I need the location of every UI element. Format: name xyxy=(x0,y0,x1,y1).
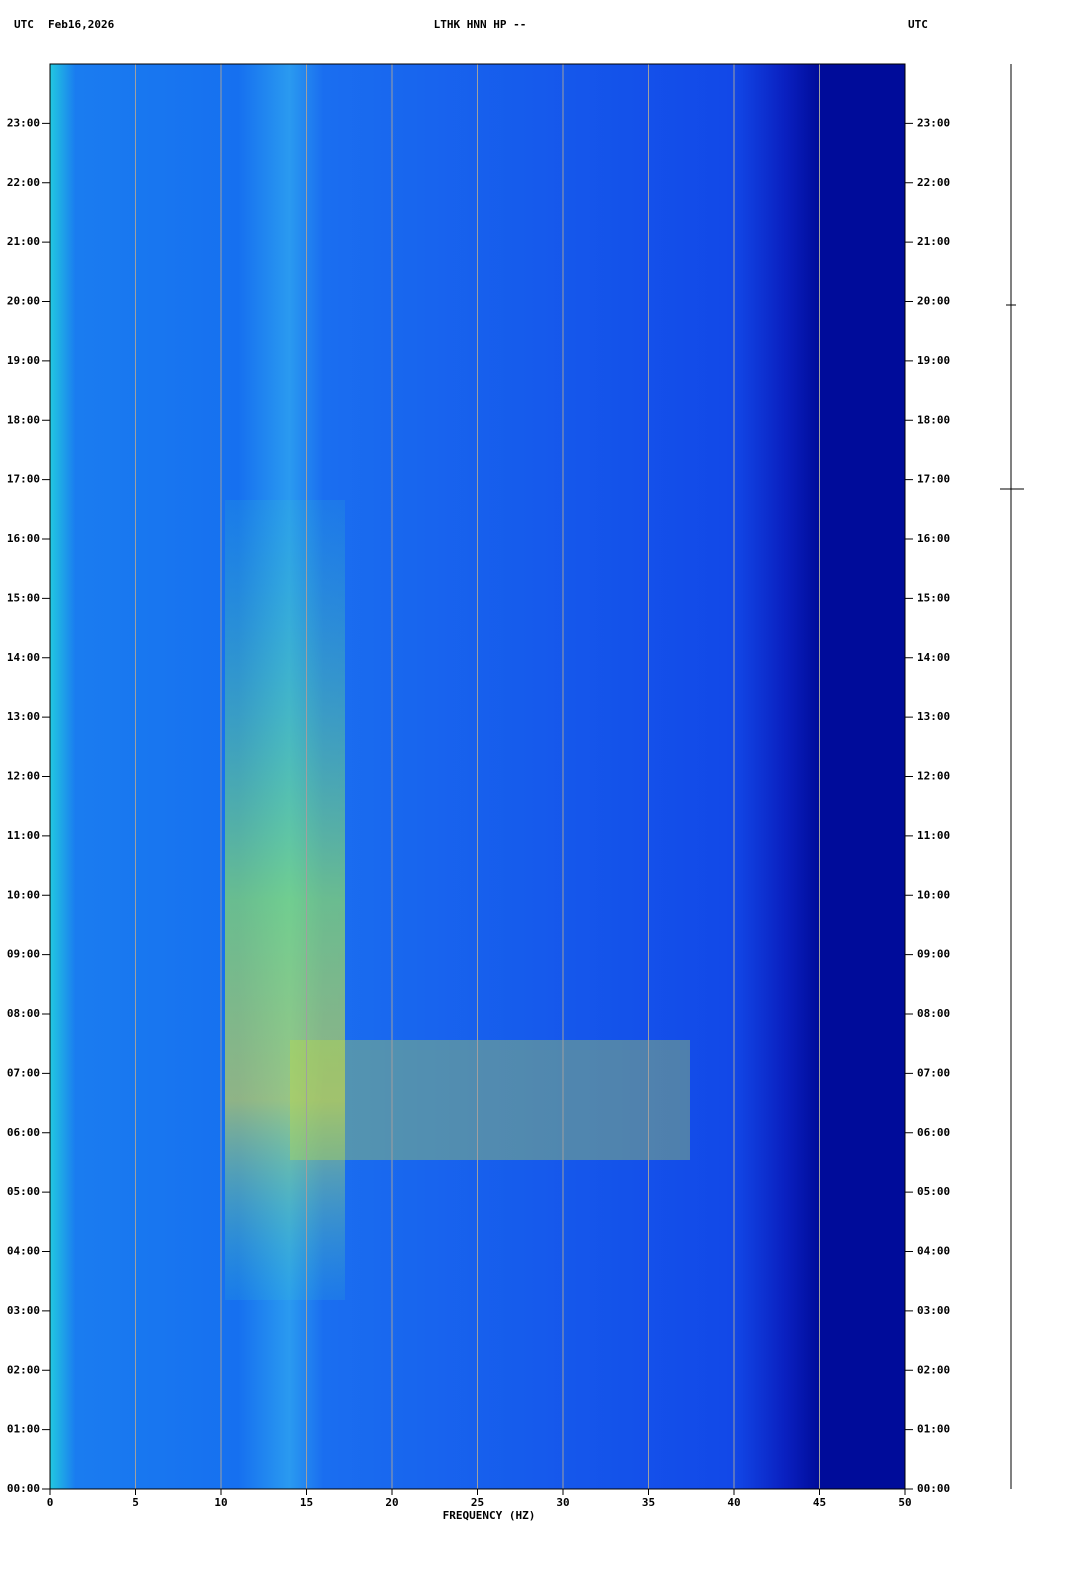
x-tick-label: 25 xyxy=(471,1496,484,1509)
y-tick-label: 11:00 xyxy=(7,829,40,842)
y-tick-label: 23:00 xyxy=(7,116,40,129)
y-tick-label: 04:00 xyxy=(7,1245,40,1258)
y-tick-label: 21:00 xyxy=(7,235,40,248)
y-tick-label: 04:00 xyxy=(917,1245,950,1258)
y-tick-label: 08:00 xyxy=(917,1007,950,1020)
y-tick-label: 14:00 xyxy=(7,651,40,664)
y-tick-label: 22:00 xyxy=(7,176,40,189)
y-tick-label: 08:00 xyxy=(7,1007,40,1020)
y-tick-label: 10:00 xyxy=(7,888,40,901)
right-label: UTC xyxy=(908,18,928,31)
y-tick-label: 09:00 xyxy=(917,948,950,961)
x-tick-label: 15 xyxy=(300,1496,313,1509)
y-tick-label: 16:00 xyxy=(7,532,40,545)
y-tick-label: 20:00 xyxy=(7,295,40,308)
y-tick-label: 05:00 xyxy=(917,1185,950,1198)
x-tick-label: 50 xyxy=(898,1496,911,1509)
y-tick-label: 13:00 xyxy=(917,710,950,723)
y-tick-label: 19:00 xyxy=(7,354,40,367)
y-tick-label: 06:00 xyxy=(917,1126,950,1139)
y-tick-label: 15:00 xyxy=(7,591,40,604)
y-tick-label: 03:00 xyxy=(917,1304,950,1317)
y-tick-label: 10:00 xyxy=(917,888,950,901)
x-tick-label: 30 xyxy=(556,1496,569,1509)
y-tick-label: 22:00 xyxy=(917,176,950,189)
x-tick-label: 35 xyxy=(642,1496,655,1509)
chart-title: LTHK HNN HP -- xyxy=(434,18,527,31)
y-tick-label: 01:00 xyxy=(917,1423,950,1436)
y-tick-label: 12:00 xyxy=(917,770,950,783)
y-tick-label: 07:00 xyxy=(7,1066,40,1079)
y-tick-label: 03:00 xyxy=(7,1304,40,1317)
y-tick-label: 23:00 xyxy=(917,116,950,129)
x-axis-label: FREQUENCY (HZ) xyxy=(443,1509,536,1522)
y-tick-label: 17:00 xyxy=(917,473,950,486)
x-tick-label: 0 xyxy=(47,1496,54,1509)
y-tick-label: 05:00 xyxy=(7,1185,40,1198)
y-tick-label: 00:00 xyxy=(917,1482,950,1495)
y-tick-label: 13:00 xyxy=(7,710,40,723)
plot-frame xyxy=(49,63,906,1490)
y-tick-label: 01:00 xyxy=(7,1423,40,1436)
y-tick-label: 14:00 xyxy=(917,651,950,664)
y-tick-label: 00:00 xyxy=(7,1482,40,1495)
y-tick-label: 06:00 xyxy=(7,1126,40,1139)
x-tick-label: 20 xyxy=(385,1496,398,1509)
x-tick-label: 10 xyxy=(214,1496,227,1509)
y-tick-label: 20:00 xyxy=(917,295,950,308)
y-tick-label: 07:00 xyxy=(917,1066,950,1079)
spectrogram-band xyxy=(225,500,345,1300)
y-tick-label: 18:00 xyxy=(917,413,950,426)
y-tick-label: 18:00 xyxy=(7,413,40,426)
y-tick-label: 09:00 xyxy=(7,948,40,961)
y-tick-label: 15:00 xyxy=(917,591,950,604)
spectrogram-band xyxy=(290,1040,690,1160)
y-tick-label: 17:00 xyxy=(7,473,40,486)
x-tick-label: 40 xyxy=(727,1496,740,1509)
x-tick-label: 45 xyxy=(813,1496,826,1509)
y-tick-label: 12:00 xyxy=(7,770,40,783)
y-tick-label: 02:00 xyxy=(917,1363,950,1376)
x-tick-label: 5 xyxy=(132,1496,139,1509)
left-label: UTC xyxy=(14,18,34,31)
date: Feb16,2026 xyxy=(48,18,115,31)
y-tick-label: 19:00 xyxy=(917,354,950,367)
y-tick-label: 16:00 xyxy=(917,532,950,545)
y-tick-label: 21:00 xyxy=(917,235,950,248)
y-tick-label: 02:00 xyxy=(7,1363,40,1376)
y-tick-label: 11:00 xyxy=(917,829,950,842)
